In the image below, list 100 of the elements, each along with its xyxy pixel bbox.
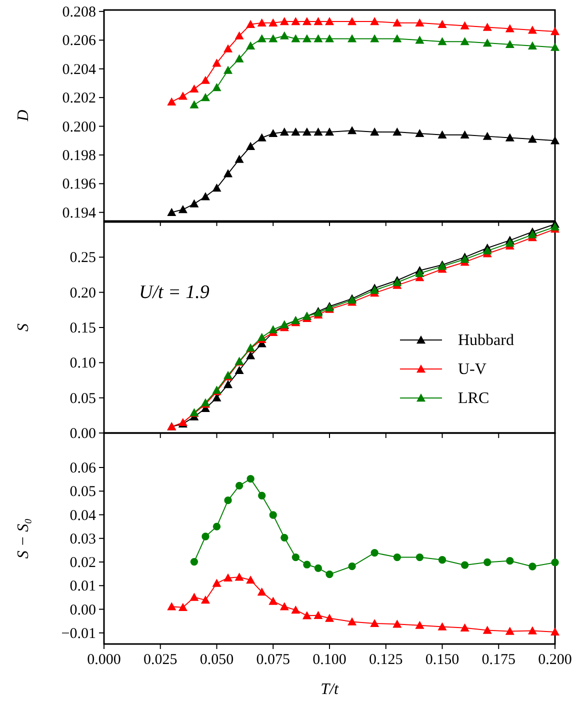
point [246,20,256,28]
point [257,588,266,596]
point [314,34,323,42]
point [325,128,334,136]
point [484,558,492,566]
point [224,66,233,74]
point [302,128,312,136]
point [505,40,514,48]
point [348,562,356,570]
point [528,41,537,50]
point [482,132,492,140]
point [280,602,289,610]
point [348,16,357,26]
point [505,24,514,32]
point [416,553,424,562]
point [460,623,470,632]
point [506,557,514,565]
point [482,38,492,47]
point [246,142,256,150]
point [302,611,312,620]
point [482,22,492,31]
point [505,626,514,635]
point [291,605,300,614]
point [392,278,402,286]
point [224,169,233,178]
point [482,626,492,634]
legend-label: U-V [458,361,487,378]
point [528,230,537,238]
point [415,128,424,138]
point [257,34,266,42]
point [392,34,402,42]
x-tick-label: 0.150 [425,652,460,668]
point [314,16,323,26]
y-tick-label: 0.204 [62,62,96,78]
point [302,34,312,42]
point [212,58,222,67]
point [438,130,447,138]
point [212,578,222,587]
point [325,34,334,42]
point [460,37,470,46]
point [314,610,323,620]
point [200,76,210,84]
x-tick-label: 0.050 [200,652,234,668]
point [438,37,447,46]
y-tick-label: 0.10 [70,356,96,372]
point [246,351,256,360]
point [370,16,380,26]
point [482,246,492,254]
point [291,34,300,42]
point [550,222,560,231]
point [505,133,514,142]
x-axis-title: T/t [320,681,339,698]
point [224,573,233,582]
point [190,199,199,208]
point [200,93,210,102]
legend-label: Hubbard [458,332,514,349]
point [415,620,424,629]
point [460,21,470,30]
point [325,614,334,622]
point [190,558,198,566]
point [234,366,244,374]
y-tick-label: 0.206 [62,33,96,50]
point [167,208,176,216]
point [415,268,424,277]
point [224,496,232,504]
point [325,16,334,26]
point [178,92,188,100]
x-tick-label: 0.175 [482,652,516,668]
x-tick-label: 0.200 [538,652,572,668]
y-tick-label: 0.198 [62,148,96,164]
point [291,16,300,26]
point [268,325,278,334]
y-axis-title: S [15,324,32,332]
point [460,561,469,569]
point [348,126,357,134]
point [392,128,402,136]
point [280,16,289,26]
point [550,42,560,51]
point [234,31,244,40]
point [370,548,378,557]
point [224,44,233,52]
y-tick-label: 0.05 [70,390,96,407]
x-tick-label: 0.000 [87,652,121,668]
point [393,553,401,562]
x-tick-label: 0.100 [312,652,346,668]
y-axis-title: S − S₀ [15,518,32,559]
point [190,100,199,108]
point [234,572,244,581]
point [528,626,537,634]
point [280,534,288,542]
point [292,553,300,562]
point [280,128,289,136]
point [269,511,277,519]
point [202,532,210,540]
y-axis-title: D [15,109,32,122]
point [268,18,278,27]
point [438,20,447,28]
y-tick-label: 0.01 [70,578,96,595]
point [370,618,380,628]
y-tick-label: 0.06 [70,460,96,476]
